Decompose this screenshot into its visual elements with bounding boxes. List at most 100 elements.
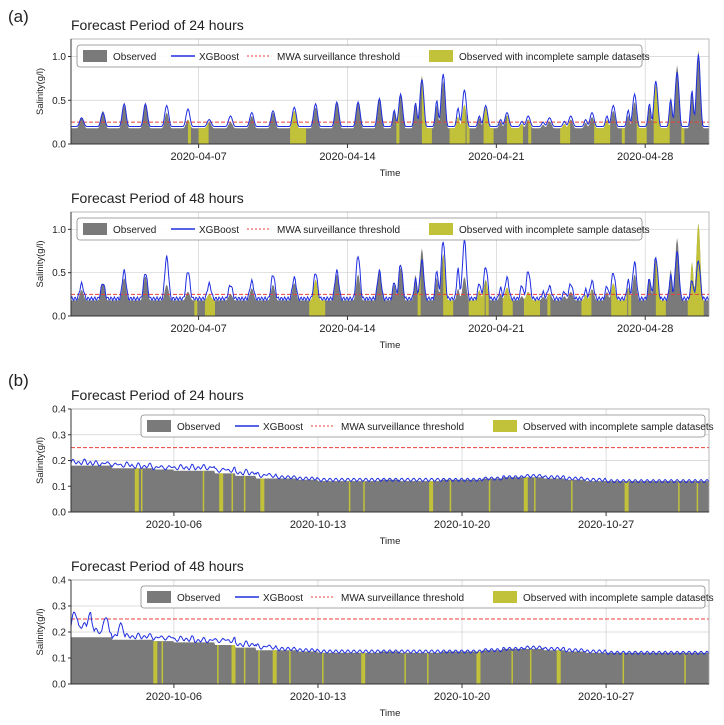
incomplete-band [231, 637, 236, 684]
incomplete-band [684, 637, 686, 684]
y-tick-label: 0.1 [52, 482, 66, 493]
legend-observed-swatch [147, 420, 171, 432]
incomplete-band [260, 465, 265, 512]
legend-observed-label: Observed [113, 225, 156, 236]
incomplete-band [217, 637, 219, 684]
incomplete-band [449, 465, 452, 512]
y-axis-label: Salinity(g/l) [35, 241, 46, 288]
x-tick-label: 2020-04-14 [319, 151, 375, 163]
y-tick-label: 0.5 [52, 268, 66, 279]
x-tick-label: 2020-04-28 [617, 151, 673, 163]
legend-threshold-label: MWA surveillance threshold [277, 52, 400, 63]
legend-threshold-label: MWA surveillance threshold [341, 422, 464, 433]
x-axis-label: Time [380, 708, 401, 719]
y-tick-label: 0.1 [52, 654, 66, 665]
x-tick-label: 2020-10-13 [290, 691, 346, 703]
legend-box [76, 44, 643, 68]
incomplete-band [653, 50, 670, 144]
incomplete-band [523, 465, 528, 512]
incomplete-band [243, 465, 246, 512]
incomplete-band [488, 465, 491, 512]
incomplete-band [348, 465, 351, 512]
chart-title: Forecast Period of 48 hours [71, 558, 244, 574]
incomplete-band [681, 50, 685, 144]
legend-observed-swatch [83, 50, 107, 62]
x-tick-label: 2020-04-21 [468, 151, 524, 163]
y-tick-label: 0.3 [52, 430, 66, 441]
incomplete-bands [134, 465, 699, 512]
x-axis-label: Time [380, 168, 401, 179]
legend-incomplete-label: Observed with incomplete sample datasets [459, 225, 650, 236]
y-tick-label: 0.2 [52, 628, 66, 639]
y-tick-label: 0.0 [52, 508, 66, 519]
incomplete-band [404, 637, 406, 684]
chart-title: Forecast Period of 48 hours [71, 190, 244, 206]
observed-area [71, 465, 709, 512]
xgboost-line [70, 611, 710, 655]
legend-xgboost-label: XGBoost [199, 225, 239, 236]
xgboost-line [70, 238, 710, 302]
incomplete-band [696, 465, 699, 512]
y-tick-label: 0.5 [52, 96, 66, 107]
legend-observed-label: Observed [113, 52, 156, 63]
x-tick-label: 2020-04-21 [468, 323, 524, 335]
incomplete-band [624, 465, 629, 512]
x-tick-label: 2020-04-14 [319, 323, 375, 335]
panel-label-a: (a) [8, 7, 29, 26]
legend-incomplete-swatch [493, 591, 517, 603]
incomplete-band [529, 637, 532, 684]
legend-incomplete-swatch [429, 223, 453, 235]
chart-4: Forecast Period of 48 hours 0.0 0.1 0.2 0.3 0… [35, 558, 714, 719]
incomplete-band [322, 637, 324, 684]
incomplete-band [534, 465, 536, 512]
incomplete-band [678, 465, 680, 512]
xgboost-line [70, 458, 710, 484]
legend-threshold-label: MWA surveillance threshold [277, 225, 400, 236]
incomplete-band [556, 637, 561, 684]
incomplete-band [272, 637, 277, 684]
x-tick-label: 2020-04-07 [170, 151, 226, 163]
y-tick-label: 0.0 [52, 312, 66, 323]
x-tick-label: 2020-04-07 [170, 323, 226, 335]
x-tick-label: 2020-10-13 [290, 519, 346, 531]
incomplete-band [622, 637, 625, 684]
x-tick-label: 2020-10-27 [578, 519, 634, 531]
chart-title: Forecast Period of 24 hours [71, 17, 244, 33]
incomplete-band [202, 465, 205, 512]
y-tick-label: 0.4 [52, 576, 66, 587]
incomplete-band [361, 637, 366, 684]
chart-1: Forecast Period of 24 hours 0.0 0.5 1.0 2020… [35, 17, 710, 179]
legend: Observed XGBoost MWA surveillance threshol… [140, 585, 714, 609]
incomplete-band [258, 637, 260, 684]
xgboost-line [71, 54, 709, 127]
legend: Observed XGBoost MWA surveillance threshol… [140, 414, 714, 438]
legend-incomplete-label: Observed with incomplete sample datasets [523, 593, 714, 604]
incomplete-band [427, 637, 429, 684]
x-tick-label: 2020-10-06 [146, 519, 202, 531]
observed-area [71, 223, 709, 316]
incomplete-bands [153, 637, 686, 684]
legend-observed-label: Observed [177, 593, 220, 604]
y-tick-label: 0.4 [52, 405, 66, 416]
incomplete-band [476, 637, 481, 684]
legend-box [140, 585, 706, 609]
incomplete-band [571, 465, 573, 512]
y-tick-label: 0.2 [52, 456, 66, 467]
incomplete-band [140, 465, 143, 512]
x-tick-label: 2020-10-20 [434, 519, 490, 531]
incomplete-band [161, 637, 164, 684]
y-axis-label: Salinity(g/l) [35, 609, 46, 656]
incomplete-band [363, 465, 365, 512]
legend-xgboost-label: XGBoost [263, 593, 303, 604]
legend-incomplete-swatch [429, 50, 453, 62]
legend-observed-swatch [83, 223, 107, 235]
legend-threshold-label: MWA surveillance threshold [341, 593, 464, 604]
x-axis-label: Time [380, 340, 401, 351]
legend-incomplete-label: Observed with incomplete sample datasets [459, 52, 650, 63]
legend: Observed XGBoost MWA surveillance threshol… [76, 217, 650, 241]
x-tick-label: 2020-10-27 [578, 691, 634, 703]
incomplete-band [289, 637, 291, 684]
legend-observed-label: Observed [177, 422, 220, 433]
y-tick-label: 0.0 [52, 140, 66, 151]
